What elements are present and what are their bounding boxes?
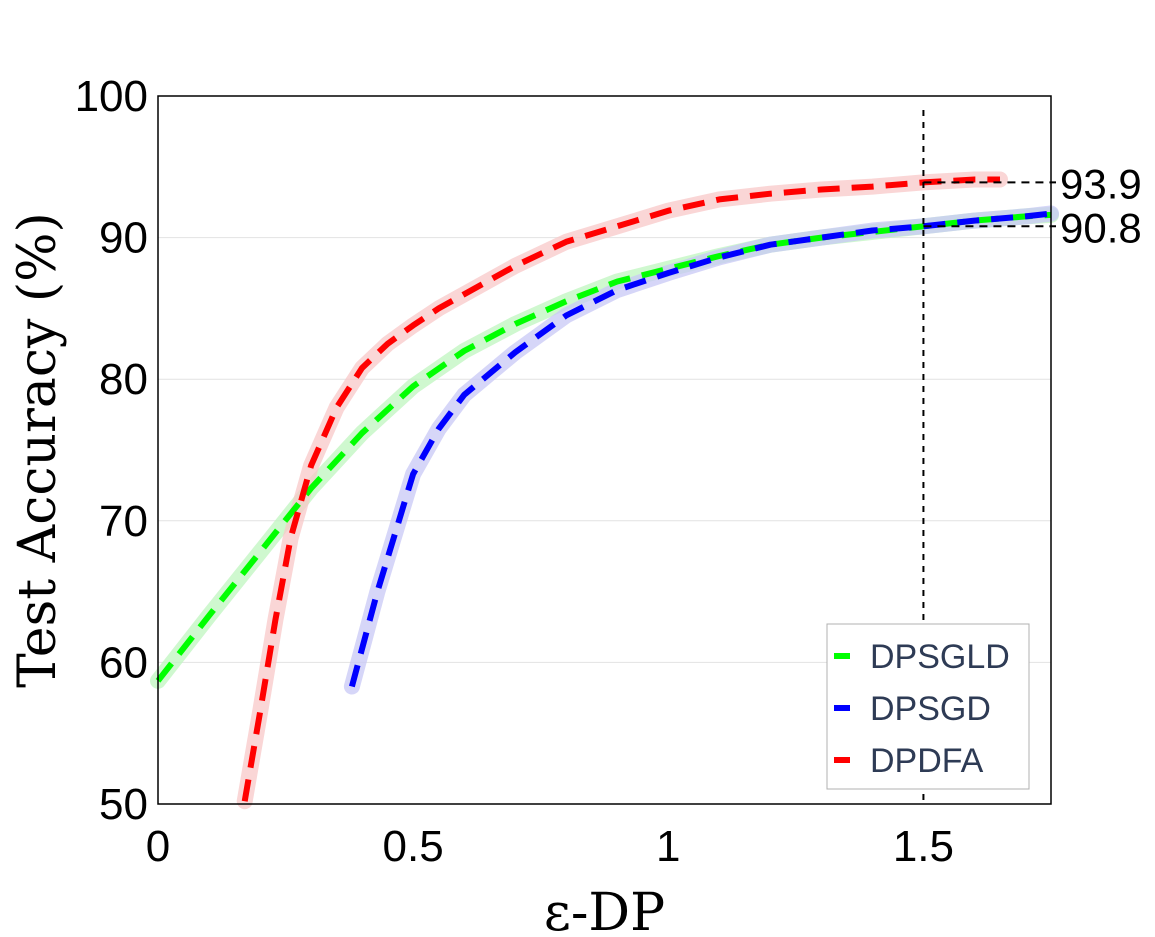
x-axis-title: ε-DP — [544, 883, 665, 937]
legend-label-dpsgld: DPSGLD — [870, 638, 1010, 676]
series-line-dpsgd — [349, 210, 1052, 688]
x-tick-label: 1 — [656, 822, 680, 871]
y-tick-label: 60 — [99, 638, 148, 687]
x-tick-label: 0.5 — [383, 822, 444, 871]
y-tick-label: 50 — [99, 780, 148, 829]
band-dpsgd — [343, 205, 1059, 695]
x-tick-label: 0 — [146, 822, 170, 871]
y-tick-label: 90 — [99, 214, 148, 263]
band-dpsgld — [150, 206, 1059, 689]
legend-label-dpsgd: DPSGD — [870, 690, 991, 728]
x-tick-label: 1.5 — [893, 822, 954, 871]
series-lines — [155, 176, 1052, 802]
y-tick-label: 70 — [99, 497, 148, 546]
y-axis-title: Test Accuracy (%) — [8, 212, 68, 688]
plot-frame — [157, 95, 1052, 805]
annotation-value: 90.8 — [1060, 204, 1142, 251]
band-dpdfa — [236, 171, 1008, 810]
legend: DPSGLD DPSGD DPDFA — [826, 623, 1030, 790]
y-tick-label: 80 — [99, 355, 148, 404]
annotation-labels: 93.990.8 — [1060, 160, 1142, 251]
y-tick-label: 100 — [75, 72, 148, 121]
legend-label-dpdfa: DPDFA — [870, 742, 984, 780]
tick-labels: 50 60 70 80 90 100 0 0.5 1 1.5 — [75, 72, 954, 871]
annotation-value: 93.9 — [1060, 160, 1142, 207]
legend-box — [826, 623, 1030, 790]
series-line-dpsgld — [155, 211, 1052, 683]
